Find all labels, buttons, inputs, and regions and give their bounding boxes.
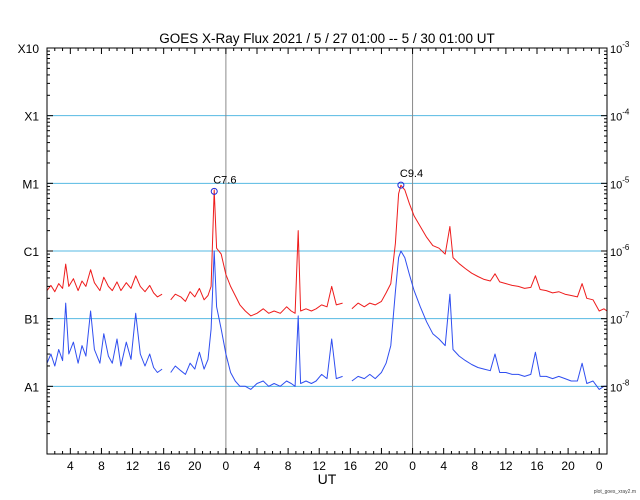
- x-tick-label: 4: [440, 459, 447, 473]
- x-tick-label: 20: [561, 459, 575, 473]
- y-left-tick-label: C1: [24, 245, 40, 259]
- y-right-tick-label: 10-8: [610, 378, 630, 394]
- y-left-tick-label: X10: [18, 42, 40, 56]
- x-tick-label: 4: [254, 459, 261, 473]
- x-tick-label: 12: [126, 459, 140, 473]
- x-tick-label: 0: [223, 459, 230, 473]
- chart-title: GOES X-Ray Flux 2021 / 5 / 27 01:00 -- 5…: [159, 31, 494, 46]
- horizontal-gridlines: [47, 115, 607, 387]
- y-axis-labels: A1 B1 C1 M1 X1 X10 10-8 10-7 10-6 10-5 10-4 10-3: [18, 40, 630, 394]
- y-left-tick-label: M1: [22, 177, 39, 191]
- y-right-tick-label: 10-6: [610, 243, 630, 259]
- x-tick-label: 4: [67, 459, 74, 473]
- x-tick-label: 0: [409, 459, 416, 473]
- x-tick-label: 8: [98, 459, 105, 473]
- x-tick-label: 0: [596, 459, 603, 473]
- x-tick-label: 16: [530, 459, 544, 473]
- short-wavelength-series-line: [46, 250, 607, 390]
- y-right-tick-label: 10-3: [610, 40, 630, 56]
- x-tick-label: 20: [188, 459, 202, 473]
- flare-peak-marker: [210, 187, 218, 195]
- flare-annotations: C7.6 C9.4: [210, 168, 423, 195]
- flare-class-label: C9.4: [400, 168, 423, 180]
- y-right-tick-label: 10-7: [610, 311, 630, 327]
- long-wavelength-series-line: [46, 184, 608, 317]
- x-tick-label: 16: [344, 459, 358, 473]
- footnote: plot_goes_xray2.m: [594, 489, 636, 495]
- day-boundary-lines: [225, 48, 414, 454]
- x-tick-label: 20: [375, 459, 389, 473]
- y-left-tick-label: X1: [24, 110, 39, 124]
- x-tick-label: 12: [313, 459, 327, 473]
- axis-ticks: [46, 47, 608, 455]
- y-left-tick-label: A1: [24, 380, 39, 394]
- flare-peak-marker: [397, 181, 405, 189]
- y-right-tick-label: 10-4: [610, 108, 630, 124]
- x-tick-label: 8: [471, 459, 478, 473]
- flux-series: [46, 184, 608, 390]
- x-tick-label: 8: [285, 459, 292, 473]
- y-right-tick-label: 10-5: [610, 175, 630, 191]
- x-tick-label: 16: [157, 459, 171, 473]
- x-axis-tick-labels: 4 8 12 16 20 0 4 8 12 16 20 0 4 8 12 16 20 0: [67, 459, 603, 473]
- y-left-tick-label: B1: [24, 313, 39, 327]
- x-tick-label: 12: [499, 459, 513, 473]
- flare-class-label: C7.6: [213, 174, 236, 186]
- x-axis-label: UT: [318, 471, 337, 487]
